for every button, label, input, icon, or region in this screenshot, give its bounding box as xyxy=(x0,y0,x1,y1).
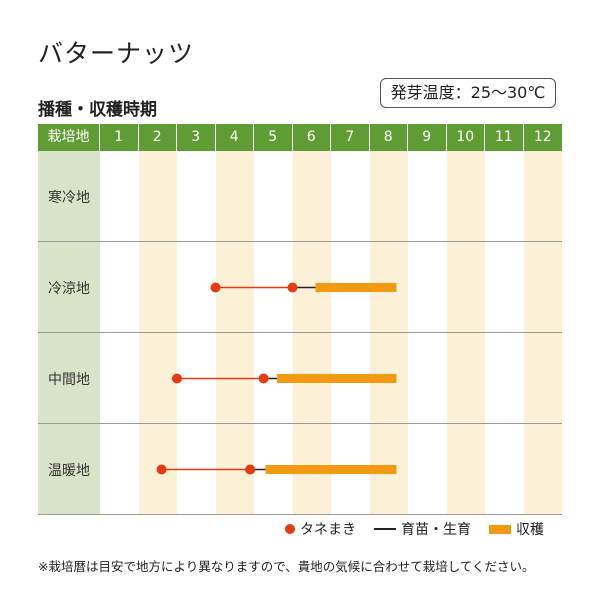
row-divider xyxy=(38,423,562,424)
sowing-start-dot xyxy=(210,282,221,293)
month-header: 8 xyxy=(369,124,408,151)
region-label: 冷涼地 xyxy=(38,242,100,333)
row-divider xyxy=(38,241,562,242)
month-header: 9 xyxy=(408,124,447,151)
region-label: 中間地 xyxy=(38,333,100,424)
sowing-end-dot xyxy=(287,282,298,293)
sowing-dot-icon xyxy=(285,524,295,534)
month-column xyxy=(138,151,177,515)
month-header: 11 xyxy=(485,124,524,151)
month-column xyxy=(485,151,524,515)
row-divider xyxy=(38,514,562,515)
section-subtitle: 播種・収穫時期 xyxy=(38,100,157,120)
harvest-bar-icon xyxy=(489,524,511,534)
month-header: 3 xyxy=(177,124,216,151)
month-column xyxy=(408,151,447,515)
month-header: 1 xyxy=(100,124,139,151)
month-header: 5 xyxy=(254,124,293,151)
harvest-bar xyxy=(315,283,397,292)
region-label: 寒冷地 xyxy=(38,151,100,242)
legend-harvest-label: 収穫 xyxy=(516,522,544,538)
month-column xyxy=(215,151,254,515)
legend-harvest: 収穫 xyxy=(489,519,544,539)
month-header: 7 xyxy=(331,124,370,151)
schedule-marks xyxy=(156,282,397,475)
region-column-header: 栽培地 xyxy=(38,124,100,151)
growth-line-icon xyxy=(374,528,396,530)
germination-temperature-badge: 発芽温度：25〜30℃ xyxy=(380,78,556,108)
legend-sowing: タネまき xyxy=(285,519,356,539)
month-column xyxy=(331,151,370,515)
sowing-start-dot xyxy=(172,373,182,384)
harvest-bar xyxy=(265,465,397,474)
month-column xyxy=(523,151,562,515)
month-header: 4 xyxy=(215,124,254,151)
month-column xyxy=(177,151,216,515)
sowing-start-dot xyxy=(156,464,167,475)
legend-seedling-label: 育苗・生育 xyxy=(401,522,471,538)
calendar-header: 栽培地 1 2 3 4 5 6 7 8 9 10 11 12 xyxy=(38,124,562,151)
planting-calendar: 栽培地 1 2 3 4 5 6 7 8 9 10 11 12 寒冷地 冷涼地 中間地 温暖地 xyxy=(38,124,562,515)
region-label: 温暖地 xyxy=(38,424,100,515)
month-column xyxy=(100,151,139,515)
month-column xyxy=(446,151,485,515)
legend-sowing-label: タネまき xyxy=(300,522,356,538)
legend-seedling: 育苗・生育 xyxy=(374,519,471,539)
page-title: バターナッツ xyxy=(38,39,195,68)
month-column xyxy=(254,151,293,515)
sowing-end-dot xyxy=(258,373,269,384)
month-column xyxy=(292,151,331,515)
legend: タネまき 育苗・生育 収穫 xyxy=(285,519,544,539)
month-header: 12 xyxy=(523,124,562,151)
harvest-bar xyxy=(277,374,397,383)
month-column xyxy=(369,151,408,515)
month-header: 2 xyxy=(138,124,177,151)
row-divider xyxy=(38,332,562,333)
footnote: ※栽培暦は目安で地方により異なりますので、貴地の気候に合わせて栽培してください。 xyxy=(38,559,535,574)
month-header: 6 xyxy=(292,124,331,151)
month-header: 10 xyxy=(446,124,485,151)
sowing-end-dot xyxy=(245,464,256,475)
